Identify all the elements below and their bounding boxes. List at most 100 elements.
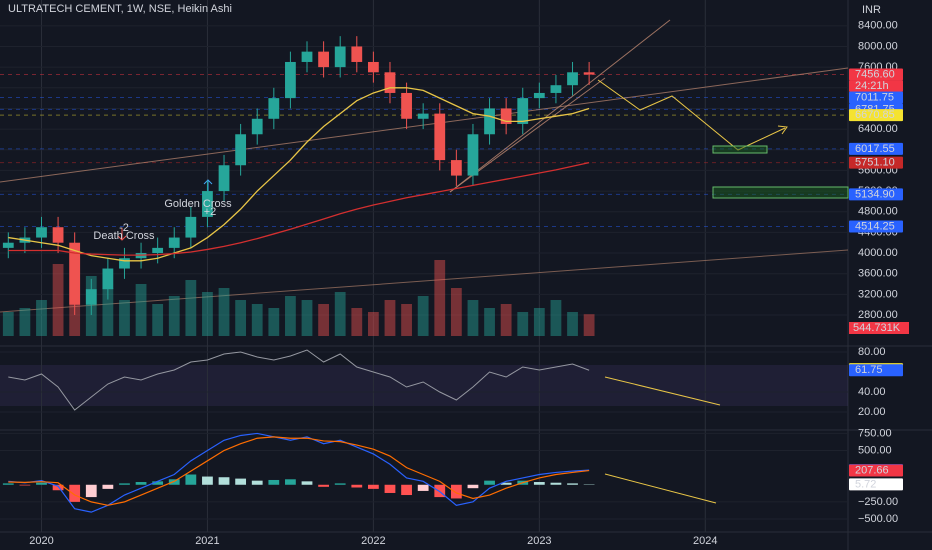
macd-line [8,436,590,506]
volume-bar [19,308,31,336]
volume-bar [367,312,379,336]
candle-body [567,72,578,86]
price-label: 5134.90 [855,188,895,200]
annotation: Golden Cross [164,198,232,210]
rsi-label-box [849,364,903,377]
macd-bar [251,480,263,485]
macd-tick-label: 500.00 [858,444,892,456]
rsi-band [0,365,848,406]
candle-body [301,51,313,62]
macd-bar [36,482,47,485]
volume-bar [384,300,396,336]
candle-body [218,165,230,192]
volume-bar [434,260,446,336]
macd-bar [334,483,346,485]
axis: 2020 2021 2022 2023 2024 2800.00 3200.00 3600.0… [29,20,909,547]
candle-body [434,113,446,161]
macd-label-box [849,464,903,477]
volume-bar [268,308,280,336]
candle-body [285,61,296,99]
y-tick-label: 2800.00 [858,309,898,321]
y-tick-label: 4000.00 [858,247,898,259]
volume-bar [168,296,180,336]
x-tick-label: 2022 [361,535,385,547]
candle-body [500,108,512,124]
candle-body [550,85,562,93]
volume-bar [550,300,562,336]
x-tick-label: 2021 [195,535,219,547]
volume-bar [467,300,479,336]
candle-body [583,72,595,75]
volume-bar [152,304,164,336]
macd-tick-label: −500.00 [858,513,898,525]
chart-title: ULTRATECH CEMENT, 1W, NSE, Heikin Ashi [8,3,232,15]
volume-bar [285,296,296,336]
currency: INR [862,4,881,16]
volume-bar [334,292,346,336]
price-label: 7011.75 [855,91,894,103]
y-tick-label: 3200.00 [858,288,898,300]
candle-body [450,160,462,176]
rsi-line [8,349,590,411]
candle-body [517,98,529,124]
macd-bar [268,479,280,485]
volume-bar [235,300,247,336]
macd-bar [401,484,412,496]
volume-bar [135,284,147,336]
macd-bar [467,484,479,489]
macd-bar [135,482,147,485]
macd-bar [52,484,64,491]
candle-body [401,92,412,119]
macd-bar [185,474,197,485]
candle-body [202,191,213,217]
macd-bar [2,483,14,485]
candle-body [251,118,263,135]
macd-tick-label: −250.00 [858,496,898,508]
volume-bar [450,288,462,336]
macd-bar [351,484,363,488]
annotation: -2 [119,222,129,234]
macd-label: 207.66 [855,464,889,476]
volume-bar [401,304,412,336]
candle-body [119,258,130,269]
volume-bar [318,304,329,336]
candle-body [52,227,64,243]
price-label: 5751.10 [855,157,895,169]
volume-bar [351,308,363,336]
macd-label: 5.72 [855,478,876,490]
candle-body [168,237,180,248]
price-label: 6017.55 [855,143,895,155]
price-label-box [849,91,903,104]
rsi-label: 61.75 [855,364,883,376]
macd-bar [533,482,545,485]
candle-body [351,46,363,62]
price-label-box [849,220,903,233]
rsi-tick-label: 40.00 [858,386,886,398]
volume-bar [417,296,429,336]
macd-bar [285,479,296,485]
candle-body [484,108,495,135]
volume-bar [119,300,130,336]
macd-bar [567,483,578,485]
rsi-tick-label: 80.00 [858,346,886,358]
macd-bar [500,482,512,485]
macd-bar [69,484,81,502]
y-tick-label: 4800.00 [858,206,898,218]
candle-body [185,216,197,238]
macd-bar [484,480,495,485]
countdown: 24:21h [855,80,889,92]
price-label-box [849,109,903,122]
price-label-box [849,142,903,155]
candle-body [102,268,114,290]
x-tick-label: 2023 [527,535,551,547]
candle-body [467,134,479,176]
macd-bar [550,482,562,485]
volume-bar [2,312,14,336]
macd-bar [417,484,429,491]
price-label-box [849,188,903,201]
annotation: Death Cross [93,230,155,242]
macd-bar [168,479,180,485]
